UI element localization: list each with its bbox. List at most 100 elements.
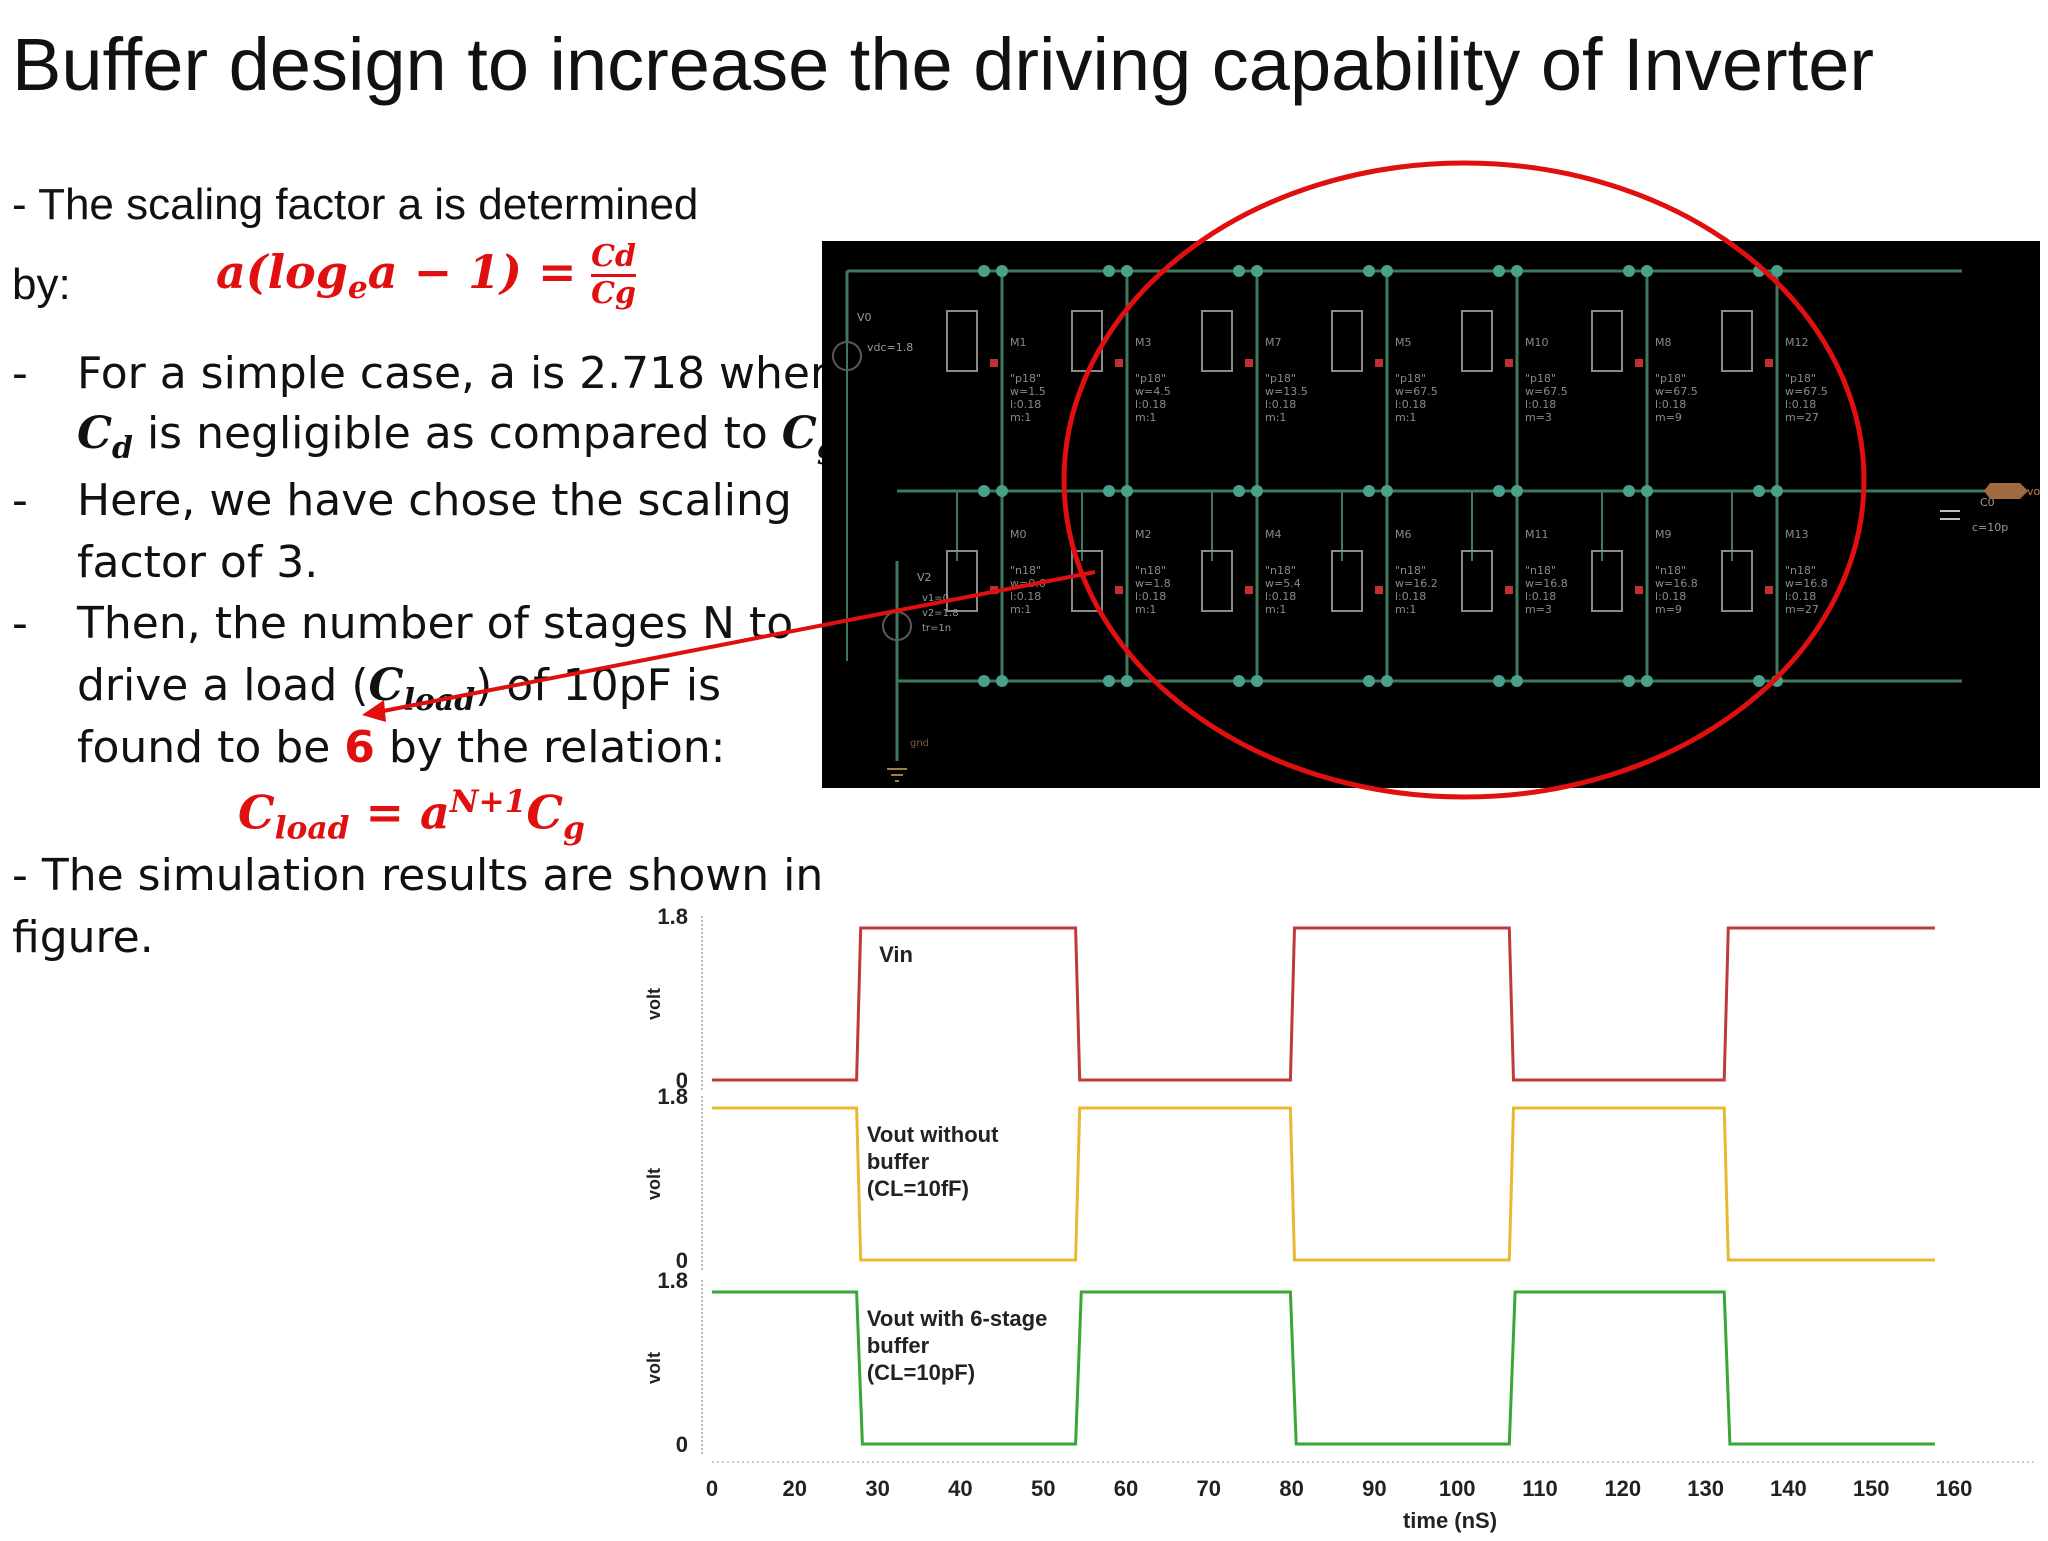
cap-value: c=10p [1972, 521, 2008, 534]
wire-node [1103, 675, 1115, 687]
x-tick-label: 50 [1031, 1476, 1055, 1501]
vout-pin [1984, 483, 2028, 499]
simulation-waveform-chart: 1.8 0 volt Vin 1.8 0 volt Vout without buffer (CL… [640, 900, 2040, 1536]
nmos-label: m:1 [1010, 603, 1031, 616]
wire-node [996, 265, 1008, 277]
eq2-sub: load [274, 810, 350, 847]
equation-scaling: a(logea − 1) = Cd Cg [216, 240, 636, 311]
wire-node [1251, 675, 1263, 687]
nmos-label: w=16.8 [1785, 577, 1828, 590]
wire-node [1121, 485, 1133, 497]
eq2-mid: = a [349, 785, 450, 840]
nmos-symbol [1721, 550, 1753, 612]
wire-node [1233, 265, 1245, 277]
x-tick-label: 70 [1197, 1476, 1221, 1501]
wire-node [1753, 675, 1765, 687]
y-tick-label: 1.8 [657, 904, 688, 929]
cap-label: C0 [1980, 496, 1995, 509]
nmos-label: w=5.4 [1265, 577, 1301, 590]
nmos-label: "n18" [1135, 564, 1166, 577]
pmos-label: M7 [1265, 336, 1282, 349]
nmos-label: w=16.8 [1525, 577, 1568, 590]
cload-symbol: C [368, 660, 404, 711]
equation-load: Cload = aN+1Cg [238, 784, 585, 847]
wire-node [1753, 265, 1765, 277]
nmos-label: "n18" [1785, 564, 1816, 577]
pmos-label: m:1 [1135, 411, 1156, 424]
pin-marker [1375, 586, 1383, 594]
series-label: buffer [867, 1149, 930, 1174]
nmos-symbol [1201, 550, 1233, 612]
nmos-label: l:0.18 [1655, 590, 1686, 603]
pmos-label: m=9 [1655, 411, 1682, 424]
wire-node [1771, 675, 1783, 687]
wire-node [996, 675, 1008, 687]
pmos-label: M3 [1135, 336, 1152, 349]
x-tick-label: 130 [1687, 1476, 1724, 1501]
pmos-label: M12 [1785, 336, 1809, 349]
pmos-label: "p18" [1395, 372, 1426, 385]
simple-mid-text: is negligible as compared to [132, 408, 782, 459]
wire-node [1103, 265, 1115, 277]
nmos-label: l:0.18 [1135, 590, 1166, 603]
pmos-label: l:0.18 [1785, 398, 1816, 411]
pin-marker [1635, 586, 1643, 594]
nmos-label: "n18" [1525, 564, 1556, 577]
nmos-label: M2 [1135, 528, 1152, 541]
bullet-scaling-line1: - The scaling factor a is determined [12, 180, 699, 229]
wire-node [1623, 675, 1635, 687]
bullet-sim-line1: - The simulation results are shown in [12, 850, 824, 901]
x-tick-label: 140 [1770, 1476, 1807, 1501]
gnd-label: gnd [910, 738, 929, 749]
pulse-v2: v2=1.8 [922, 608, 959, 619]
wire-node [1493, 265, 1505, 277]
pin-marker [1115, 359, 1123, 367]
series-line [712, 926, 1935, 1082]
eq2-sup: N+1 [449, 784, 527, 820]
stages-line2a: drive a load ( [77, 660, 369, 711]
series-label: (CL=10pF) [867, 1360, 975, 1385]
pmos-symbol [1201, 310, 1233, 372]
wire-node [978, 265, 990, 277]
x-axis-label: time (nS) [1403, 1508, 1497, 1533]
nmos-label: "n18" [1010, 564, 1041, 577]
nmos-label: l:0.18 [1785, 590, 1816, 603]
wire-node [1493, 675, 1505, 687]
nmos-label: l:0.18 [1010, 590, 1041, 603]
y-tick-label: 0 [676, 1068, 688, 1093]
wire-node [1511, 485, 1523, 497]
pmos-label: M5 [1395, 336, 1412, 349]
x-tick-label: 30 [865, 1476, 889, 1501]
pmos-label: M8 [1655, 336, 1672, 349]
dash-4: - [12, 598, 28, 649]
wire-node [1753, 485, 1765, 497]
pmos-label: w=67.5 [1525, 385, 1568, 398]
bullet-stages-line3: found to be 6 by the relation: [77, 722, 726, 773]
pmos-label: w=4.5 [1135, 385, 1171, 398]
wire-node [1381, 265, 1393, 277]
source-value: vdc=1.8 [867, 341, 913, 354]
pin-marker [1245, 586, 1253, 594]
stage-count: 6 [344, 722, 375, 773]
buffer-schematic: M1 "p18" w=1.5 l:0.18 m:1 M0 "n18" w=0.6 l:0.18 m… [822, 241, 2048, 788]
pulse-v1: v1=0 [922, 593, 949, 604]
wire-node [1363, 265, 1375, 277]
bullet-chose-line1: Here, we have chose the scaling [77, 475, 792, 526]
stages-line2b: ) of 10pF is [475, 660, 722, 711]
eq1-denominator: Cg [591, 274, 636, 311]
nmos-label: w=0.6 [1010, 577, 1046, 590]
wire-node [1103, 485, 1115, 497]
slide-title: Buffer design to increase the driving ca… [12, 23, 1874, 106]
pin-marker [1375, 359, 1383, 367]
pmos-label: m=27 [1785, 411, 1819, 424]
nmos-label: m=3 [1525, 603, 1552, 616]
eq1-lhs: a(log [216, 245, 348, 299]
pmos-label: "p18" [1010, 372, 1041, 385]
nmos-label: l:0.18 [1395, 590, 1426, 603]
dc-source-symbol [832, 341, 862, 371]
wire-node [978, 485, 990, 497]
nmos-label: w=1.8 [1135, 577, 1171, 590]
x-tick-label: 40 [948, 1476, 972, 1501]
pmos-label: m:1 [1010, 411, 1031, 424]
